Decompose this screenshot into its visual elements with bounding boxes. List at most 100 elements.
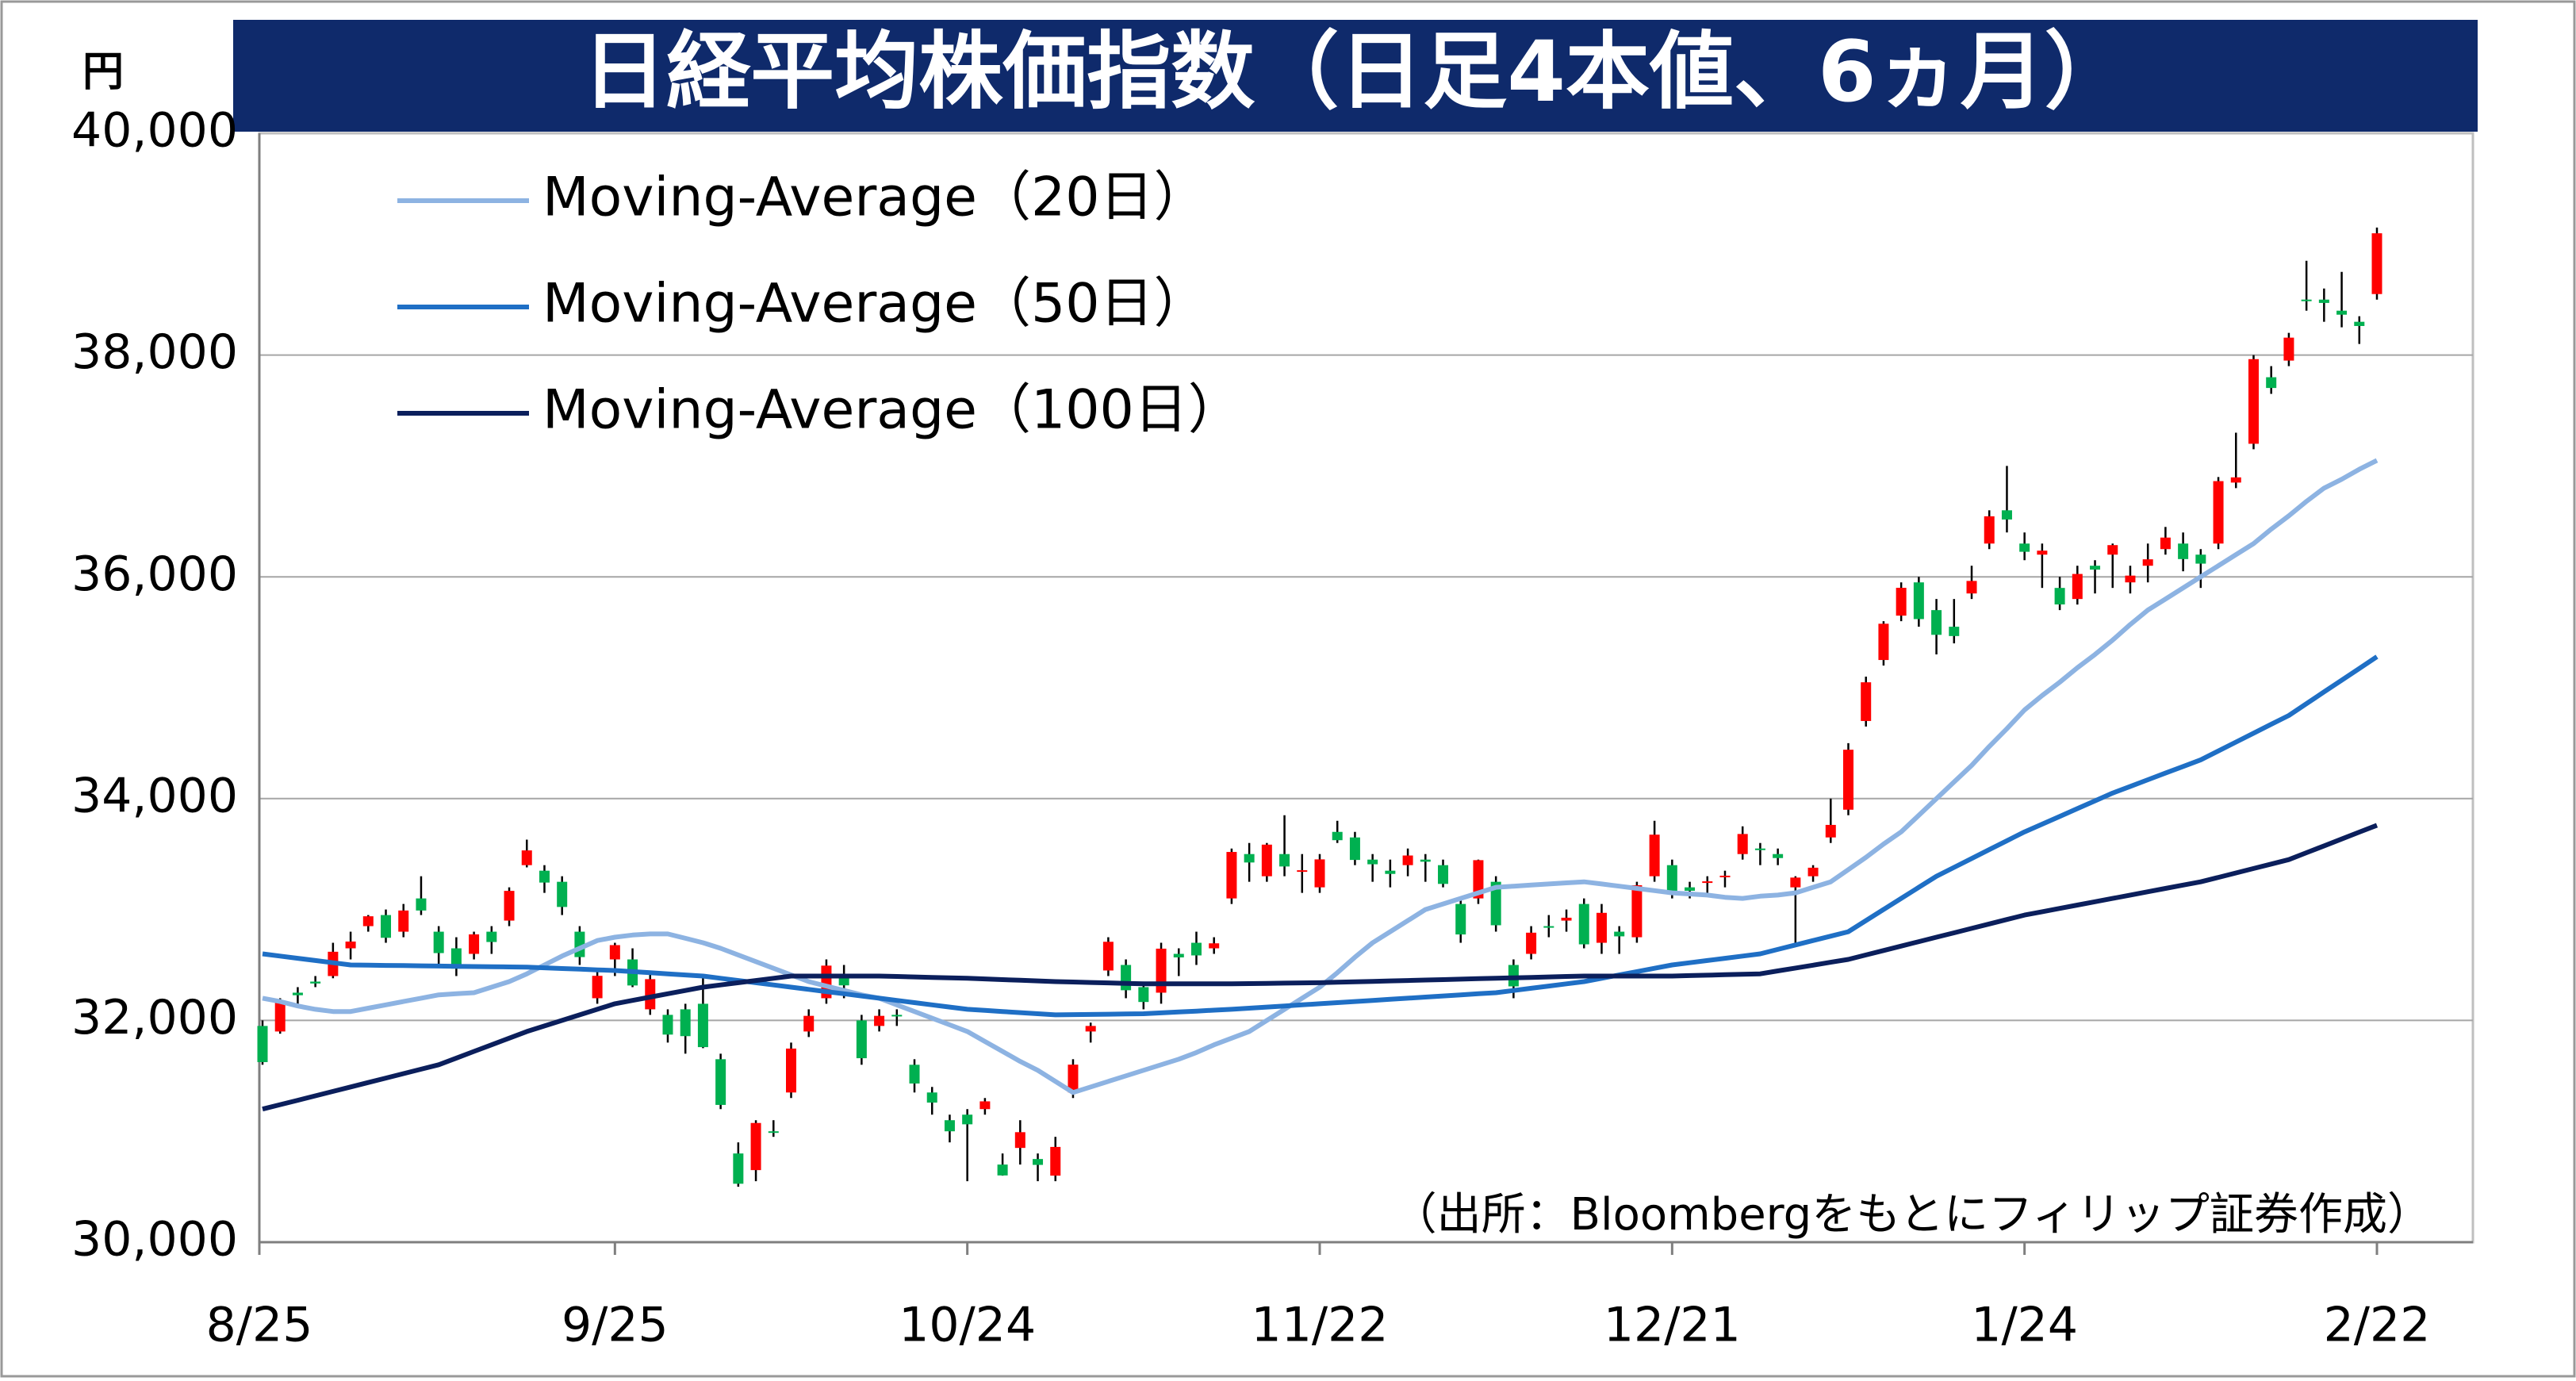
title-band [233,20,2478,132]
candle-body [1685,887,1696,891]
x-tick-label: 11/22 [1252,1298,1389,1353]
candle-body [1279,854,1290,867]
candle-body [609,945,620,960]
candle-body [1649,834,1660,877]
candle-body [1526,932,1537,954]
candle-body [2001,510,2012,520]
candle-body [1807,867,1819,877]
candle-body [1102,942,1114,971]
candle-body [257,1026,268,1062]
candle-body [1121,965,1132,991]
candle-body [1578,903,1589,945]
candle-body [1033,1159,1044,1165]
ma-line [262,458,2379,1095]
legend-label: Moving-Average（20日） [542,167,1207,229]
candle-body [803,1015,815,1032]
legend-label: Moving-Average（100日） [542,379,1242,442]
candle-body [2318,299,2329,303]
candle-body [1209,943,1220,949]
candle-body [662,1015,673,1035]
candle-body [1226,852,1237,899]
y-unit: 円 [82,48,124,96]
candle-body [1402,855,1413,865]
candle-body [874,1015,885,1026]
candle-body [979,1101,991,1110]
candle-body [1702,881,1713,884]
y-tick-label: 32,000 [71,990,238,1045]
candle-body [786,1048,796,1093]
candle-body [2178,543,2189,559]
candle-body [715,1059,726,1105]
legend-label: Moving-Average（50日） [542,273,1207,336]
candle-body [1473,860,1484,899]
candle-body [1790,877,1801,888]
x-tick-label: 12/21 [1604,1298,1741,1353]
candle-body [1244,854,1255,863]
candle-body [1861,682,1872,721]
y-tick-label: 40,000 [71,103,238,159]
candle-body [1190,942,1202,956]
candle-body [1420,859,1431,862]
candle-body [2301,299,2312,301]
y-tick-label: 36,000 [71,547,238,602]
candle-body [1068,1065,1079,1093]
x-tick-label: 9/25 [562,1298,669,1353]
candle-body [1297,870,1308,873]
candle-body [1966,581,1977,594]
chart-title: 日経平均株価指数（日足4本値、6ヵ月） [582,23,2129,121]
candle-body [557,881,568,907]
candle-body [1543,926,1554,928]
candle-body [2371,233,2382,294]
candle-body [1984,516,1995,544]
candle-body [539,870,550,883]
y-tick-label: 38,000 [71,324,238,380]
candle-body [2125,575,2136,583]
candle-body [592,976,603,999]
candle-body [962,1114,973,1125]
x-tick-label: 8/25 [206,1298,313,1353]
candle-body [381,915,392,938]
candle-body [1438,865,1449,884]
candle-body [1314,859,1325,888]
candle-body [1614,931,1625,937]
candle-body [2037,550,2048,555]
candle-body [2195,554,2206,564]
x-tick-label: 2/22 [2324,1298,2431,1353]
candle-body [2230,477,2241,483]
candle-body [926,1092,937,1103]
candle-body [768,1131,779,1134]
candle-body [2213,481,2224,544]
candle-body [1385,870,1396,874]
candle-body [2160,537,2171,550]
candle-body [1931,610,1942,635]
candle-body [1596,912,1607,943]
candle-body [469,934,480,954]
candle-body [2107,545,2118,555]
candle-body [1173,953,1184,957]
candle-body [2072,573,2083,600]
candle-body [486,931,497,942]
candle-body [2142,559,2153,566]
y-tick-label: 30,000 [71,1212,238,1268]
candle-body [1631,884,1643,938]
ma-line [262,823,2379,1112]
candle-body [1896,588,1907,616]
candle-body [1825,824,1836,838]
candle-body [2266,377,2277,389]
candle-body [2283,337,2294,361]
candle-body [1878,623,1889,661]
candle-body [733,1153,744,1184]
candle-body [697,1003,708,1048]
candle-body [450,948,462,969]
candle-body [1014,1132,1025,1149]
candle-body [891,1015,903,1017]
candle-body [521,850,532,865]
candle-body [1349,837,1360,861]
ma-line [262,654,2379,1018]
candle-body [2354,321,2365,326]
candle-body [1085,1026,1096,1032]
candle-body [1666,865,1677,894]
candle-body [997,1164,1008,1176]
